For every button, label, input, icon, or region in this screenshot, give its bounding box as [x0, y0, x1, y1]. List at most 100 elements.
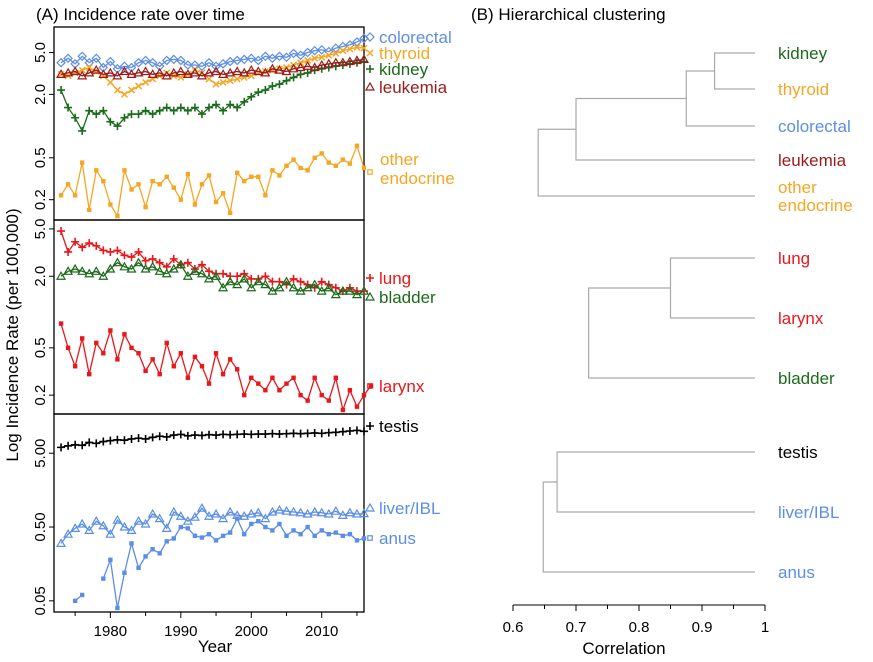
data-point: [288, 48, 299, 59]
data-point: [274, 282, 285, 292]
data-point: [211, 508, 222, 518]
data-point: [337, 510, 348, 519]
data-point: [133, 67, 144, 77]
data-point: [281, 505, 292, 515]
data-point: [77, 266, 88, 275]
data-point: [98, 69, 109, 78]
data-point: [142, 78, 150, 86]
data-point: [263, 193, 268, 198]
data-point: [56, 538, 67, 548]
y-tick-label: 0.2: [32, 385, 49, 406]
data-point: [256, 518, 261, 524]
data-point: [78, 441, 87, 450]
data-point: [260, 513, 271, 523]
data-point: [256, 381, 261, 386]
data-point: [140, 518, 151, 528]
data-point: [141, 434, 150, 443]
series-label-marker: [366, 65, 374, 74]
data-point: [72, 364, 78, 369]
data-point: [84, 268, 95, 278]
data-point: [242, 531, 247, 537]
data-point: [77, 70, 88, 80]
data-point: [312, 533, 317, 539]
data-point: [182, 271, 193, 280]
data-point: [234, 170, 240, 176]
data-point: [246, 508, 257, 518]
data-point: [333, 375, 339, 380]
data-point: [91, 64, 102, 74]
y-tick-label: 5.0: [32, 42, 49, 63]
data-point: [274, 504, 285, 514]
data-point: [242, 178, 247, 184]
data-point: [162, 103, 171, 112]
chart-a-y-label: Log Incidence Rate (per 100,000): [3, 208, 22, 461]
data-point: [64, 103, 73, 112]
data-point: [150, 178, 155, 184]
data-point: [317, 277, 326, 286]
data-point: [254, 430, 263, 439]
data-point: [240, 97, 249, 106]
data-point: [199, 364, 205, 369]
data-point: [129, 345, 134, 351]
data-point: [274, 64, 285, 74]
data-point: [112, 70, 123, 80]
leaf-label-colorectal: colorectal: [778, 117, 851, 136]
data-point: [147, 508, 158, 518]
data-point: [85, 239, 94, 248]
data-point: [99, 246, 108, 255]
data-point: [344, 285, 355, 295]
data-point: [295, 62, 306, 72]
data-point: [189, 511, 200, 521]
data-point: [304, 56, 312, 64]
data-point: [175, 511, 186, 520]
dendrogram-branch: [556, 451, 755, 513]
data-point: [196, 70, 207, 80]
dendrogram-labels: kidney thyroid colorectal leukemia otherendo…: [778, 44, 853, 582]
data-point: [347, 161, 353, 166]
data-point: [211, 66, 222, 76]
data-point: [218, 282, 229, 292]
series-label: other: [380, 150, 419, 169]
data-point: [326, 531, 331, 537]
data-point: [247, 72, 255, 80]
data-point: [270, 168, 275, 173]
data-point: [99, 106, 108, 115]
data-point: [226, 77, 234, 85]
data-point: [227, 357, 233, 362]
data-point: [344, 507, 355, 517]
data-point: [113, 86, 121, 94]
data-point: [175, 55, 186, 66]
data-point: [57, 443, 66, 452]
data-point: [249, 521, 254, 527]
data-point: [275, 430, 284, 439]
data-point: [85, 63, 93, 72]
data-point: [205, 75, 213, 83]
series-line-larynx: [60, 323, 372, 413]
series-label: thyroid: [379, 44, 430, 63]
data-point: [330, 505, 341, 515]
data-point: [157, 372, 162, 377]
data-point: [310, 428, 319, 437]
data-point: [333, 163, 339, 168]
data-point: [72, 193, 78, 198]
data-point: [316, 285, 327, 295]
data-point: [346, 45, 354, 53]
data-point: [155, 432, 164, 441]
data-point: [260, 51, 271, 62]
data-point: [277, 388, 282, 393]
y-tick-label: 0.5: [32, 337, 49, 358]
data-point: [108, 328, 113, 333]
data-point: [78, 66, 86, 74]
data-point: [143, 204, 148, 210]
data-point: [105, 528, 116, 538]
series-label-marker: [364, 291, 376, 301]
data-point: [220, 533, 226, 539]
data-point: [164, 174, 169, 179]
data-point: [84, 525, 95, 535]
data-point: [79, 336, 85, 341]
dendrogram-chart: (B) Hierarchical clustering Correlation …: [471, 5, 853, 658]
leaf-label-larynx: larynx: [778, 309, 824, 328]
data-point: [284, 533, 289, 539]
